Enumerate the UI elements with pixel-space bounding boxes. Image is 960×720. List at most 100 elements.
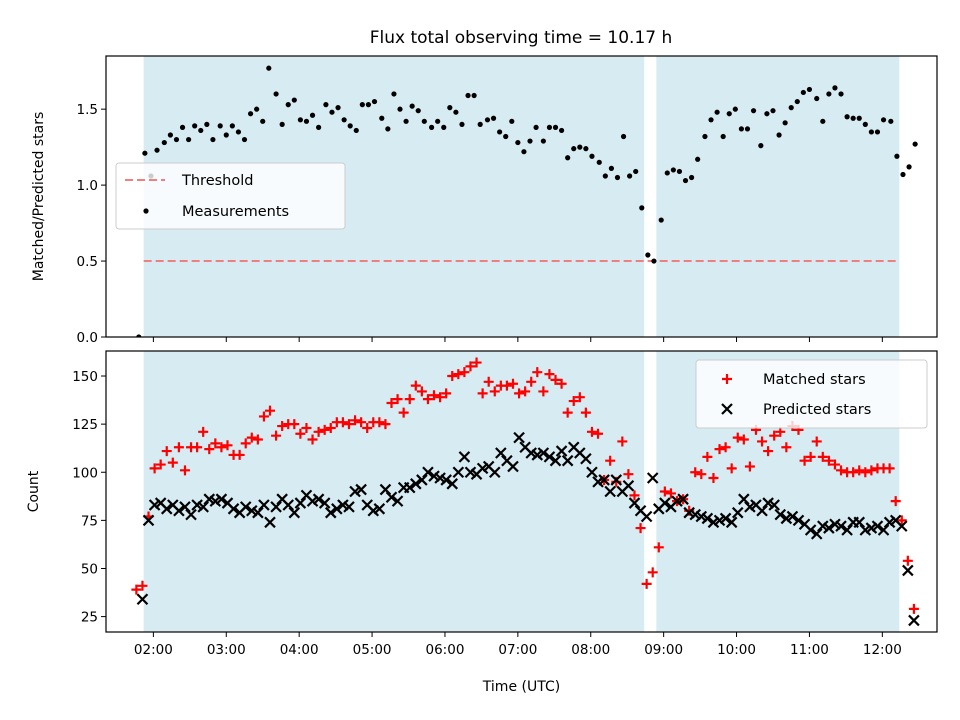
matched-stars-point xyxy=(386,397,397,408)
xtick-label: 12:00 xyxy=(863,642,902,658)
matched-stars-point xyxy=(811,436,822,447)
matched-stars-point xyxy=(884,463,895,474)
predicted-stars-point xyxy=(385,491,398,504)
bottom-observing-window-1 xyxy=(143,351,645,632)
matched-stars-point xyxy=(769,430,780,441)
matched-stars-point xyxy=(720,442,731,453)
measurement-point xyxy=(136,334,142,337)
measurement-point xyxy=(844,114,850,120)
measurement-point xyxy=(167,132,173,138)
predicted-stars-point xyxy=(586,466,598,479)
predicted-stars-point xyxy=(768,499,780,511)
measurement-point xyxy=(614,174,621,181)
measurement-point xyxy=(291,97,297,103)
measurement-point xyxy=(279,121,285,127)
measurement-point xyxy=(154,147,160,153)
measurement-point xyxy=(658,217,664,223)
predicted-stars-point xyxy=(488,466,501,479)
matched-stars-point xyxy=(301,422,312,433)
measurement-point xyxy=(645,252,651,258)
measurement-point xyxy=(714,109,720,115)
matched-stars-point xyxy=(319,424,330,435)
predicted-stars-point xyxy=(604,485,616,498)
measurement-point xyxy=(602,173,608,179)
xtick-label: 02:00 xyxy=(134,642,173,658)
predicted-stars-point xyxy=(841,524,853,536)
measurement-point xyxy=(385,126,391,132)
matched-stars-point xyxy=(489,386,500,397)
xtick-label: 07:00 xyxy=(498,642,537,658)
series-measurements xyxy=(136,65,918,337)
measurement-point xyxy=(359,102,365,108)
matched-stars-point xyxy=(265,405,276,416)
predicted-stars-point xyxy=(379,483,392,496)
measurement-point xyxy=(540,138,546,144)
measurement-point xyxy=(447,105,453,111)
legend-label-measurements: Measurements xyxy=(182,204,289,220)
predicted-stars-point xyxy=(738,493,750,505)
matched-stars-point xyxy=(544,369,555,380)
measurement-point xyxy=(490,115,497,121)
predicted-stars-point xyxy=(355,483,367,496)
top-chart-title: Flux total observing time = 10.17 h xyxy=(370,28,673,48)
predicted-stars-point xyxy=(580,453,592,465)
predicted-stars-point xyxy=(507,460,519,473)
measurement-point xyxy=(664,170,670,176)
measurement-point xyxy=(708,117,714,123)
measurement-point xyxy=(676,168,683,175)
matched-stars-point xyxy=(416,386,427,397)
measurement-point xyxy=(744,126,751,132)
measurement-point xyxy=(533,124,539,130)
matched-stars-point xyxy=(404,394,415,405)
measurement-point xyxy=(862,121,868,127)
measurement-point xyxy=(546,124,553,130)
matched-stars-point xyxy=(532,367,543,378)
matched-stars-point xyxy=(313,426,324,437)
measurement-point xyxy=(323,102,329,108)
measurement-point xyxy=(471,92,477,99)
matched-stars-point xyxy=(623,469,634,480)
measurement-point xyxy=(435,118,441,124)
xtick-label: 05:00 xyxy=(353,642,392,658)
matched-stars-point xyxy=(137,580,148,591)
predicted-stars-point xyxy=(792,514,805,527)
matched-stars-point xyxy=(477,388,488,399)
measurement-point xyxy=(732,106,738,112)
measurement-point xyxy=(161,139,167,146)
top-ytick-label: 1.5 xyxy=(77,102,98,118)
measurement-point xyxy=(850,115,856,121)
measurement-point xyxy=(484,117,491,123)
matched-stars-point xyxy=(252,434,263,445)
matched-stars-point xyxy=(520,386,531,397)
matched-stars-point xyxy=(817,451,828,462)
predicted-stars-point xyxy=(197,501,209,513)
measurement-point xyxy=(515,139,521,146)
top-ylabel: Matched/Predicted stars xyxy=(31,112,47,282)
measurement-point xyxy=(806,86,813,93)
measurement-point xyxy=(266,65,272,71)
measurement-point xyxy=(682,177,689,184)
matched-stars-point xyxy=(343,419,354,430)
predicted-stars-point xyxy=(895,520,908,532)
matched-stars-point xyxy=(781,442,792,453)
predicted-stars-point xyxy=(549,454,562,467)
predicted-stars-point xyxy=(835,520,847,532)
matched-stars-point xyxy=(538,386,549,397)
predicted-stars-point xyxy=(239,501,252,513)
matched-stars-point xyxy=(744,461,755,472)
legend-box xyxy=(695,359,928,429)
matched-stars-point xyxy=(550,374,561,385)
legend-matched-marker xyxy=(722,374,732,384)
predicted-stars-point xyxy=(403,481,416,494)
measurement-point xyxy=(596,159,602,165)
measurement-point xyxy=(371,98,378,105)
measurement-point xyxy=(521,149,527,155)
predicted-stars-point xyxy=(902,564,914,577)
measurement-point xyxy=(695,156,701,162)
predicted-stars-point xyxy=(537,447,550,459)
predicted-stars-point xyxy=(646,472,659,484)
measurement-point xyxy=(726,111,732,117)
measurement-point xyxy=(758,143,764,149)
measurement-point xyxy=(670,167,676,173)
bottom-panel: 25 50 75 100 125 150 02:00 03:00 04:00 05:00 06:00… xyxy=(26,350,938,695)
